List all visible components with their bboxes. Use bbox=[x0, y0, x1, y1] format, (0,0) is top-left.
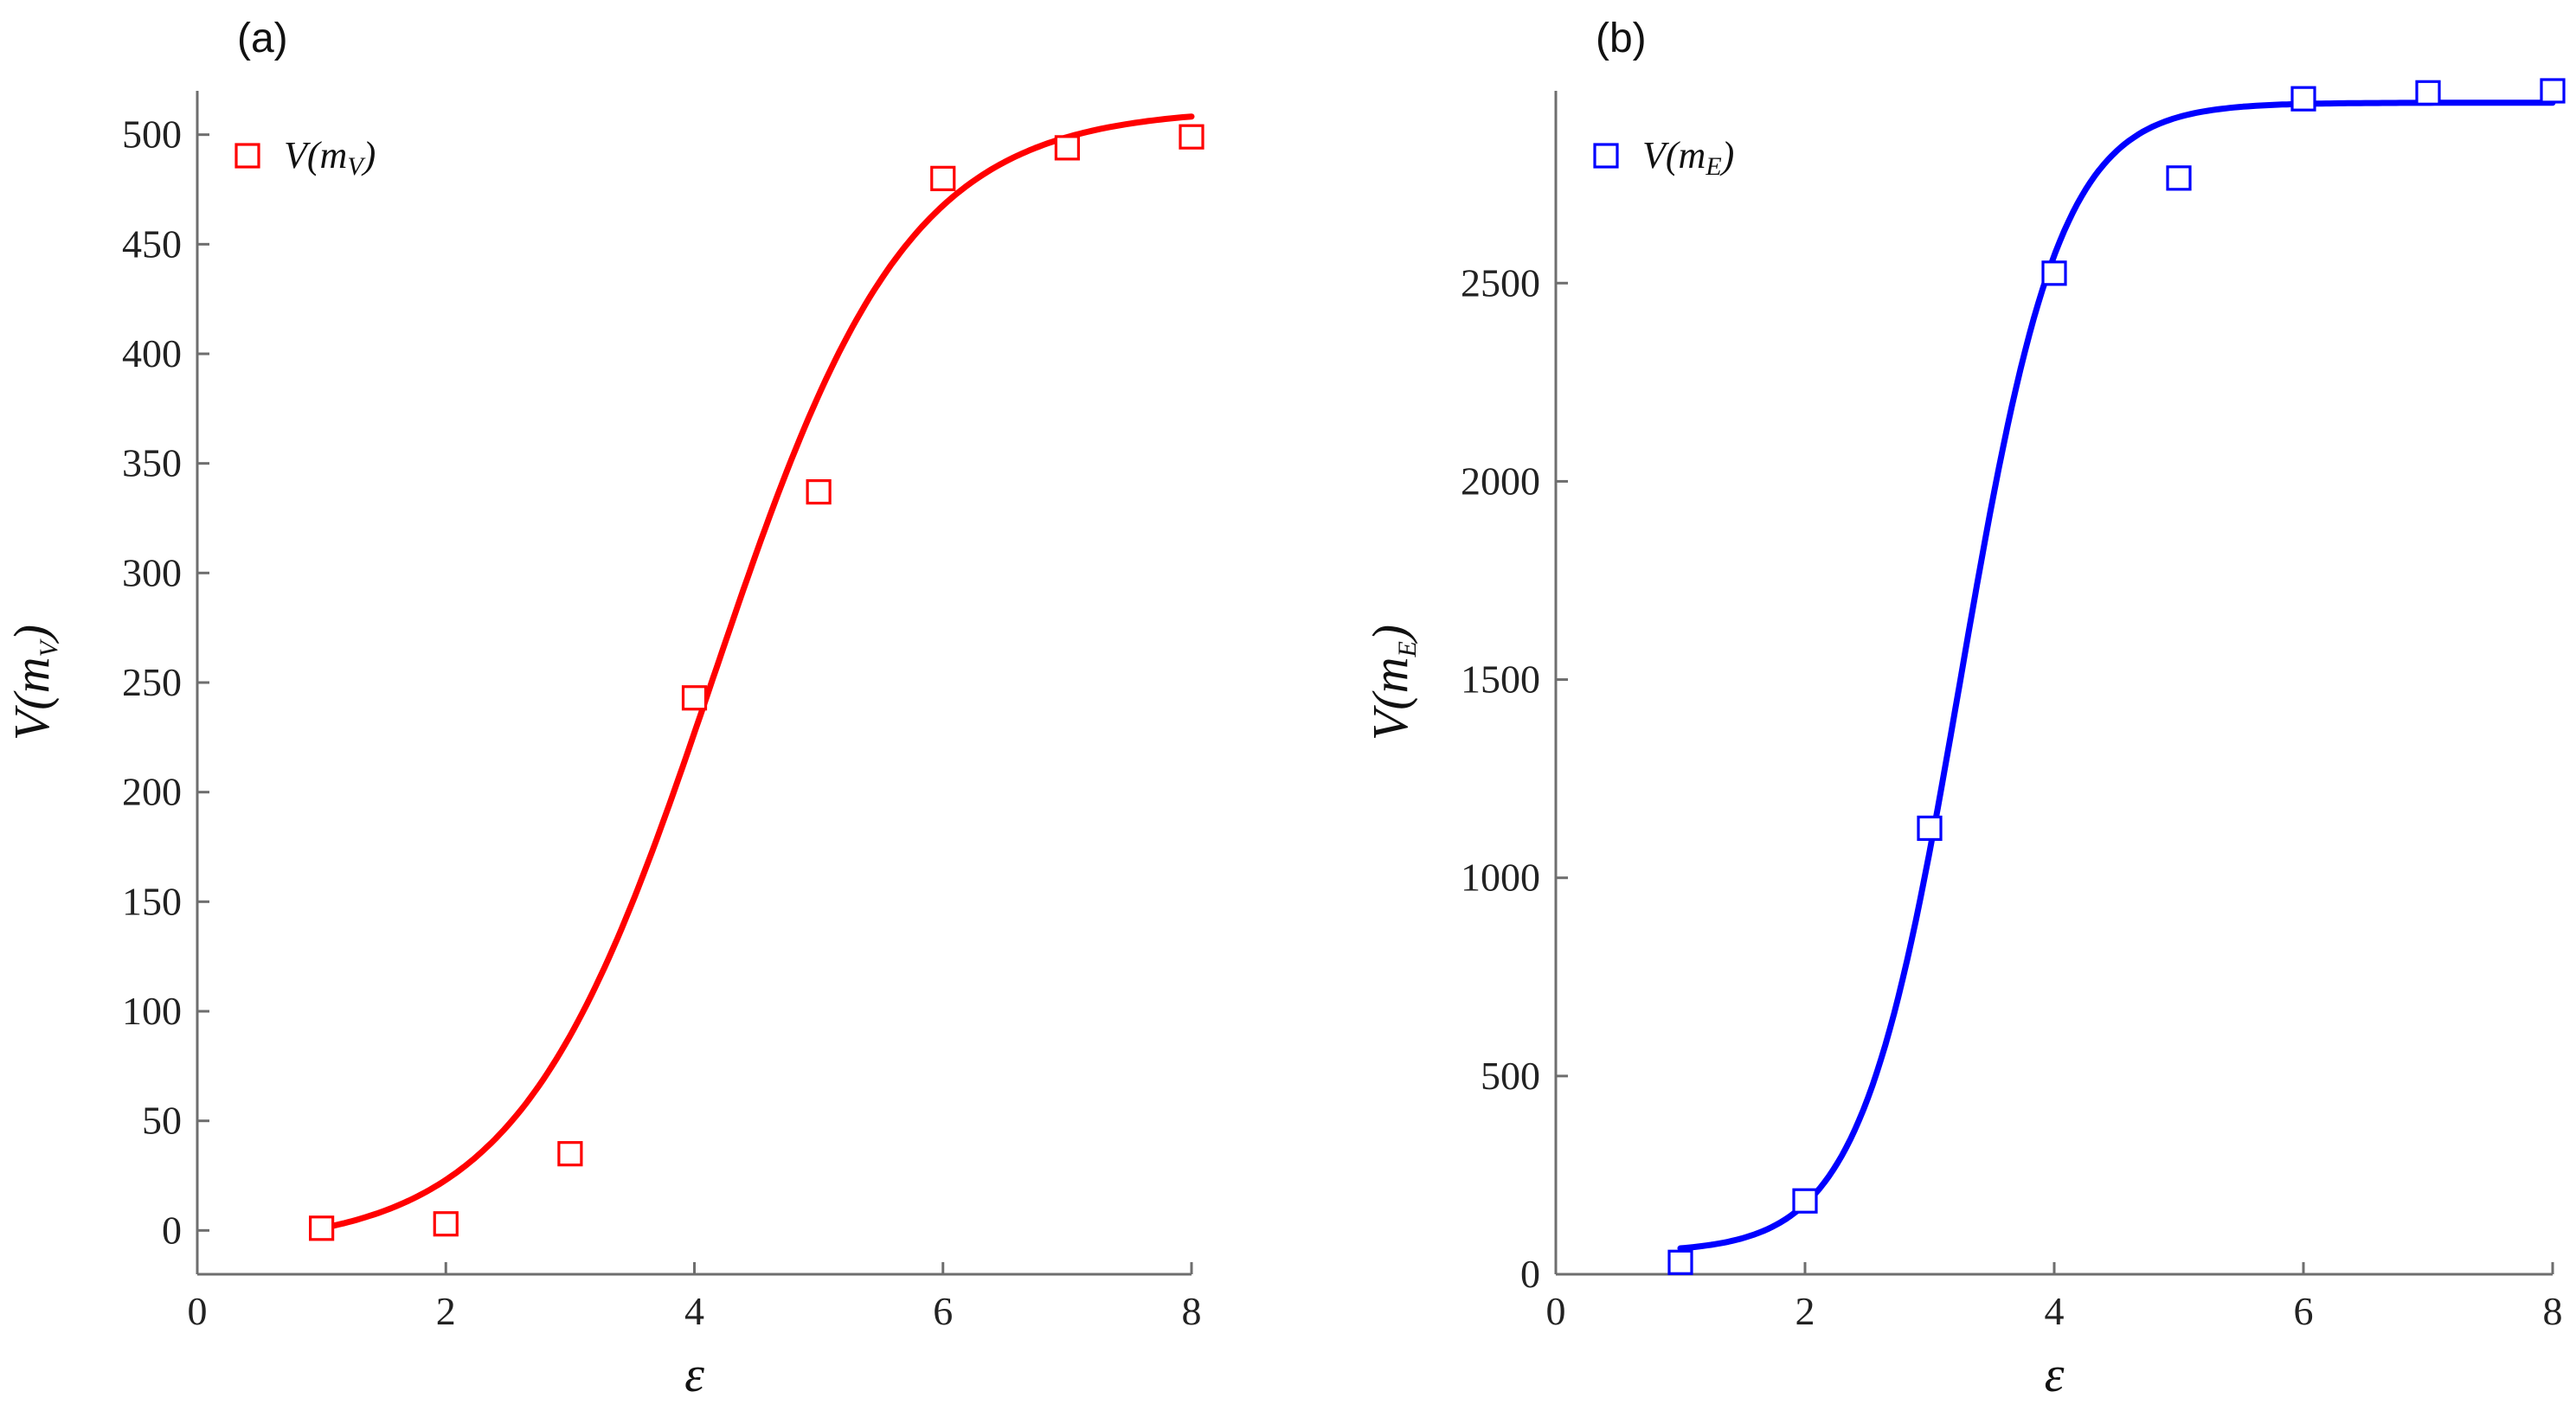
chart-panel-a: 0 2 4 6 8 0 50 100 150 200 250 300 350 400 450 500 (a) ε V… bbox=[3, 16, 1204, 1402]
x-tick-label: 6 bbox=[2294, 1289, 2314, 1333]
data-point bbox=[433, 1211, 459, 1237]
x-axis-label: ε bbox=[684, 1346, 704, 1402]
data-point bbox=[2041, 260, 2067, 286]
y-tick-label: 2500 bbox=[1461, 260, 1540, 305]
y-tick-label: 250 bbox=[122, 660, 182, 704]
data-point bbox=[309, 1215, 335, 1241]
legend-label-subscript: E bbox=[1705, 152, 1721, 181]
y-axis-label: V(mV) bbox=[3, 625, 63, 741]
data-point bbox=[1054, 135, 1080, 161]
data-point bbox=[930, 165, 956, 191]
x-tick-label: 0 bbox=[188, 1289, 208, 1333]
y-tick-label: 50 bbox=[142, 1099, 182, 1143]
fit-curve bbox=[318, 113, 1195, 1232]
legend-label-close: ) bbox=[361, 134, 376, 176]
y-tick-label: 500 bbox=[122, 112, 182, 157]
legend-entry: V(mE) bbox=[1642, 134, 1734, 181]
panel-label: (a) bbox=[237, 16, 288, 61]
data-point bbox=[557, 1141, 583, 1167]
legend-label-close: ) bbox=[1719, 134, 1735, 176]
data-point bbox=[2166, 165, 2192, 191]
x-tick-label: 0 bbox=[1546, 1289, 1566, 1333]
y-tick-label: 1500 bbox=[1461, 657, 1540, 702]
y-tick-label: 500 bbox=[1481, 1054, 1540, 1098]
y-tick-label: 200 bbox=[122, 770, 182, 814]
y-tick-label: 150 bbox=[122, 879, 182, 923]
data-point bbox=[1667, 1249, 1693, 1275]
y-tick-label: 1000 bbox=[1461, 856, 1540, 900]
x-tick-label: 8 bbox=[2543, 1289, 2563, 1333]
x-axis-label: ε bbox=[2045, 1346, 2065, 1402]
y-tick-label: 2000 bbox=[1461, 458, 1540, 503]
legend-marker bbox=[234, 143, 260, 169]
data-point bbox=[681, 685, 708, 711]
y-axis-label-close: ) bbox=[3, 625, 60, 644]
legend-marker bbox=[1593, 143, 1619, 169]
y-tick-label: 100 bbox=[122, 989, 182, 1033]
y-tick-label: 0 bbox=[1520, 1252, 1540, 1296]
x-tick-label: 4 bbox=[2045, 1289, 2065, 1333]
x-tick-label: 4 bbox=[684, 1289, 704, 1333]
y-tick-label: 0 bbox=[162, 1208, 182, 1252]
data-point bbox=[2290, 86, 2316, 112]
x-tick-label: 2 bbox=[436, 1289, 456, 1333]
data-point bbox=[806, 478, 832, 505]
legend-label-main: V(m bbox=[1642, 134, 1706, 176]
y-tick-label: 450 bbox=[122, 221, 182, 266]
panel-label: (b) bbox=[1596, 16, 1647, 61]
data-point bbox=[1179, 124, 1204, 150]
legend-label-subscript: V bbox=[347, 152, 366, 181]
y-axis-label-subscript: V bbox=[35, 638, 63, 657]
legend-entry: V(mV) bbox=[284, 134, 376, 181]
y-tick-label: 400 bbox=[122, 331, 182, 375]
y-axis-label: V(mE) bbox=[1362, 625, 1422, 741]
data-point bbox=[1792, 1188, 1818, 1214]
y-axis-label-main: V(m bbox=[3, 657, 60, 741]
data-point bbox=[2415, 80, 2441, 106]
y-axis-label-main: V(m bbox=[1362, 657, 1418, 741]
y-axis-label-close: ) bbox=[1362, 625, 1418, 644]
data-point bbox=[2540, 78, 2566, 104]
x-tick-label: 2 bbox=[1795, 1289, 1815, 1333]
x-tick-label: 6 bbox=[933, 1289, 953, 1333]
legend-label-main: V(m bbox=[284, 134, 347, 176]
y-tick-label: 350 bbox=[122, 441, 182, 485]
data-point bbox=[1917, 815, 1943, 842]
fit-curve bbox=[1677, 99, 2556, 1252]
y-tick-label: 300 bbox=[122, 550, 182, 594]
y-axis-label-subscript: E bbox=[1393, 641, 1422, 657]
x-tick-label: 8 bbox=[1182, 1289, 1202, 1333]
